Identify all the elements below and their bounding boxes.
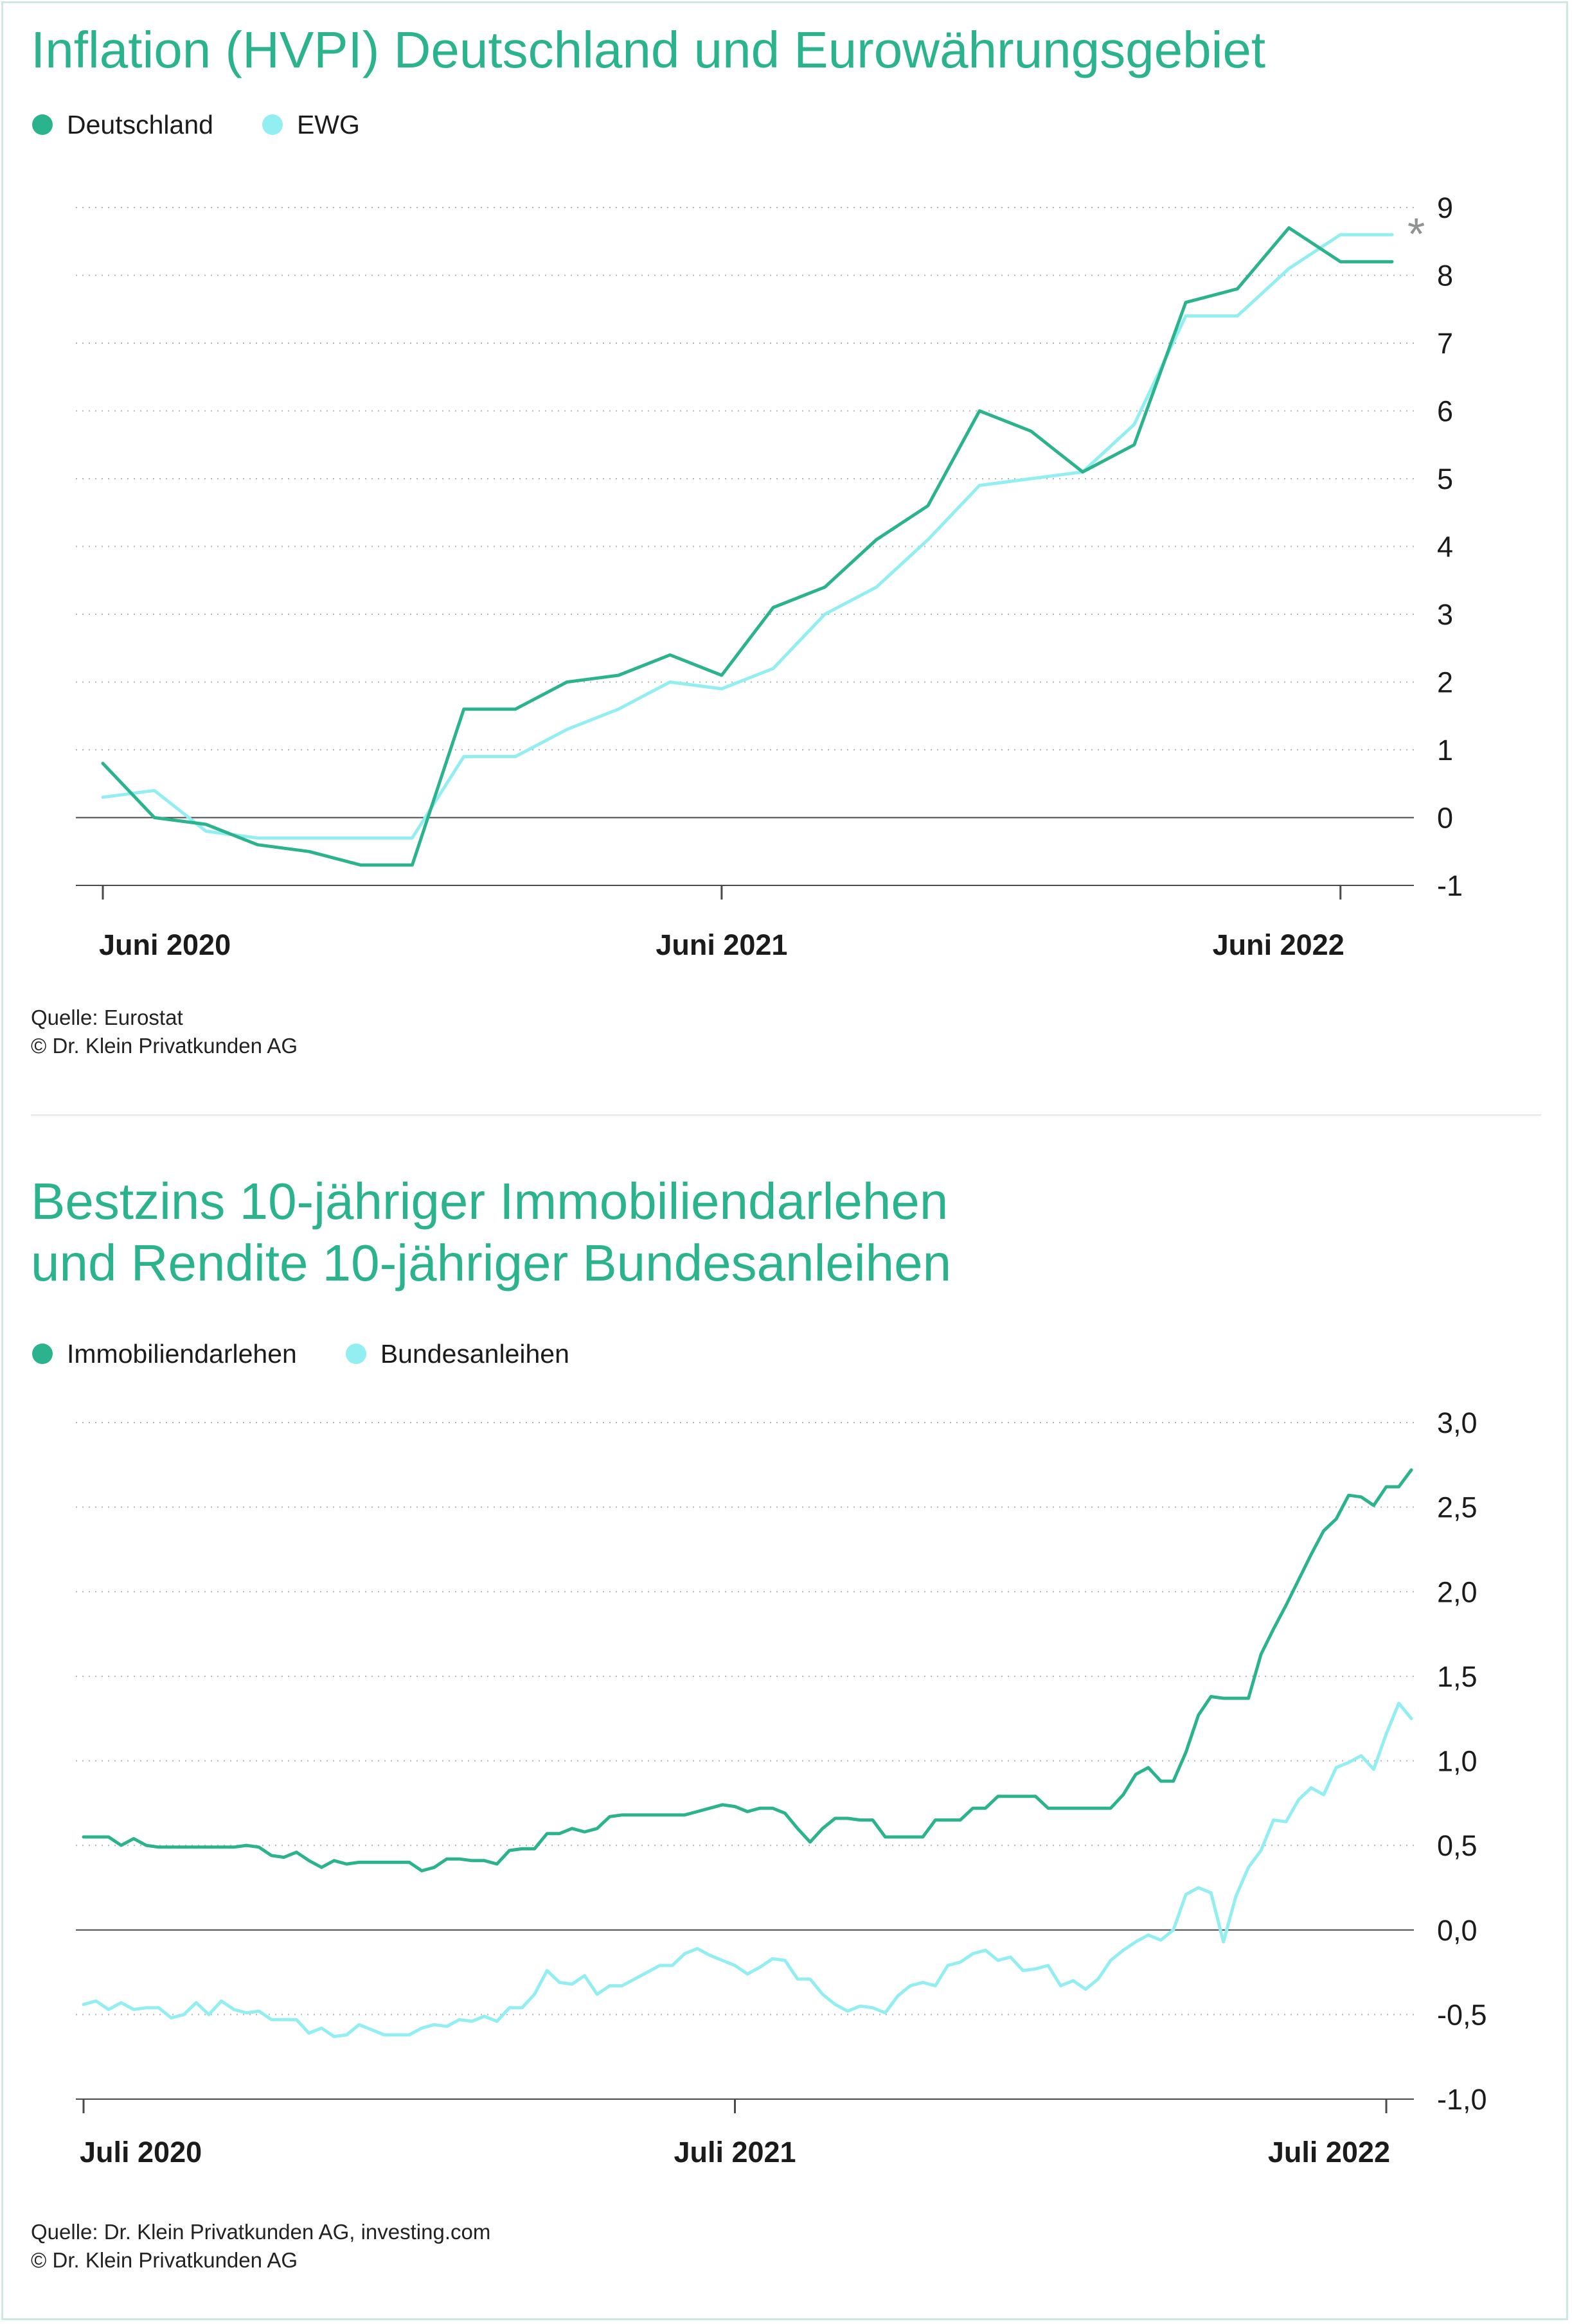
- chart2-legend: Immobiliendarlehen Bundesanleihen: [32, 1336, 618, 1372]
- legend-dot-icon: [32, 114, 53, 135]
- y-tick-label: 1,0: [1437, 1745, 1478, 1778]
- series-line-ewg: [101, 233, 1394, 840]
- series-line-bundesanleihen: [82, 1701, 1413, 2039]
- legend-label: Immobiliendarlehen: [67, 1338, 297, 1369]
- x-tick-label: Juni 2022: [1213, 928, 1344, 961]
- series-line-deutschland: [101, 226, 1394, 867]
- section-divider: [31, 1114, 1541, 1116]
- y-tick-label: 6: [1437, 395, 1453, 428]
- y-tick-label: 2,0: [1437, 1575, 1478, 1608]
- legend-item-bundesanleihen: Bundesanleihen: [345, 1338, 569, 1369]
- y-tick-label: 3,0: [1437, 1406, 1478, 1439]
- y-tick-label: 0: [1437, 802, 1453, 835]
- y-tick-label: -0,5: [1437, 1998, 1487, 2031]
- chart2-source: Quelle: Dr. Klein Privatkunden AG, inves…: [31, 2218, 490, 2275]
- y-tick-label: -1,0: [1437, 2083, 1487, 2116]
- y-tick-label: 1: [1437, 734, 1453, 767]
- chart1-source: Quelle: Eurostat © Dr. Klein Privatkunde…: [31, 1004, 298, 1060]
- y-tick-label: 3: [1437, 598, 1453, 631]
- y-tick-label: 9: [1437, 191, 1453, 224]
- copyright-text: © Dr. Klein Privatkunden AG: [31, 2248, 298, 2272]
- y-tick-label: 2,5: [1437, 1491, 1478, 1524]
- y-tick-label: -1: [1437, 869, 1463, 902]
- y-tick-label: 4: [1437, 531, 1453, 563]
- legend-item-ewg: EWG: [262, 110, 360, 140]
- zins-rendite-chart: 3,0 2,5 2,0 1,5 1,0 0,5 0,0 -0,5 -1,0 Juli 2020 Ju…: [76, 1406, 1487, 2169]
- legend-dot-icon: [32, 1344, 53, 1364]
- chart2-title-line2: und Rendite 10-jähriger Bundesanleihen: [31, 1234, 952, 1291]
- series-line-immobiliendarlehen: [82, 1468, 1413, 1873]
- chart2-title-line1: Bestzins 10-jähriger Immobiliendarlehen: [31, 1173, 949, 1230]
- y-tick-label: 0,5: [1437, 1829, 1478, 1862]
- source-text: Quelle: Eurostat: [31, 1006, 183, 1029]
- y-tick-label: 0,0: [1437, 1914, 1478, 1947]
- legend-label: Bundesanleihen: [380, 1338, 569, 1369]
- x-tick-label: Juli 2020: [80, 2136, 202, 2169]
- chart1-legend: Deutschland EWG: [32, 107, 409, 143]
- legend-dot-icon: [345, 1344, 366, 1364]
- x-tick-label: Juni 2021: [656, 928, 787, 961]
- copyright-text: © Dr. Klein Privatkunden AG: [31, 1034, 298, 1058]
- legend-label: Deutschland: [67, 109, 213, 139]
- y-tick-label: 1,5: [1437, 1660, 1478, 1693]
- annotation-asterisk: *: [1407, 209, 1425, 259]
- inflation-chart: 9 8 7 6 5 4 3 2 1 0 -1 Juni 2020 Juni 2021 Juni 2022 *: [76, 191, 1463, 961]
- legend-item-deutschland: Deutschland: [32, 110, 213, 140]
- y-tick-label: 7: [1437, 327, 1453, 360]
- legend-dot-icon: [262, 114, 283, 135]
- legend-label: EWG: [296, 109, 360, 139]
- source-text: Quelle: Dr. Klein Privatkunden AG, inves…: [31, 2220, 491, 2244]
- chart1-title: Inflation (HVPI) Deutschland und Eurowäh…: [31, 21, 1266, 78]
- y-tick-label: 5: [1437, 463, 1453, 495]
- x-tick-label: Juli 2021: [674, 2136, 796, 2169]
- y-tick-label: 8: [1437, 260, 1453, 292]
- x-tick-label: Juli 2022: [1268, 2136, 1390, 2169]
- chart2-title: Bestzins 10-jähriger Immobiliendarlehen …: [31, 1171, 951, 1294]
- y-tick-label: 2: [1437, 666, 1453, 699]
- x-tick-label: Juni 2020: [99, 928, 231, 961]
- legend-item-immobiliendarlehen: Immobiliendarlehen: [32, 1339, 297, 1369]
